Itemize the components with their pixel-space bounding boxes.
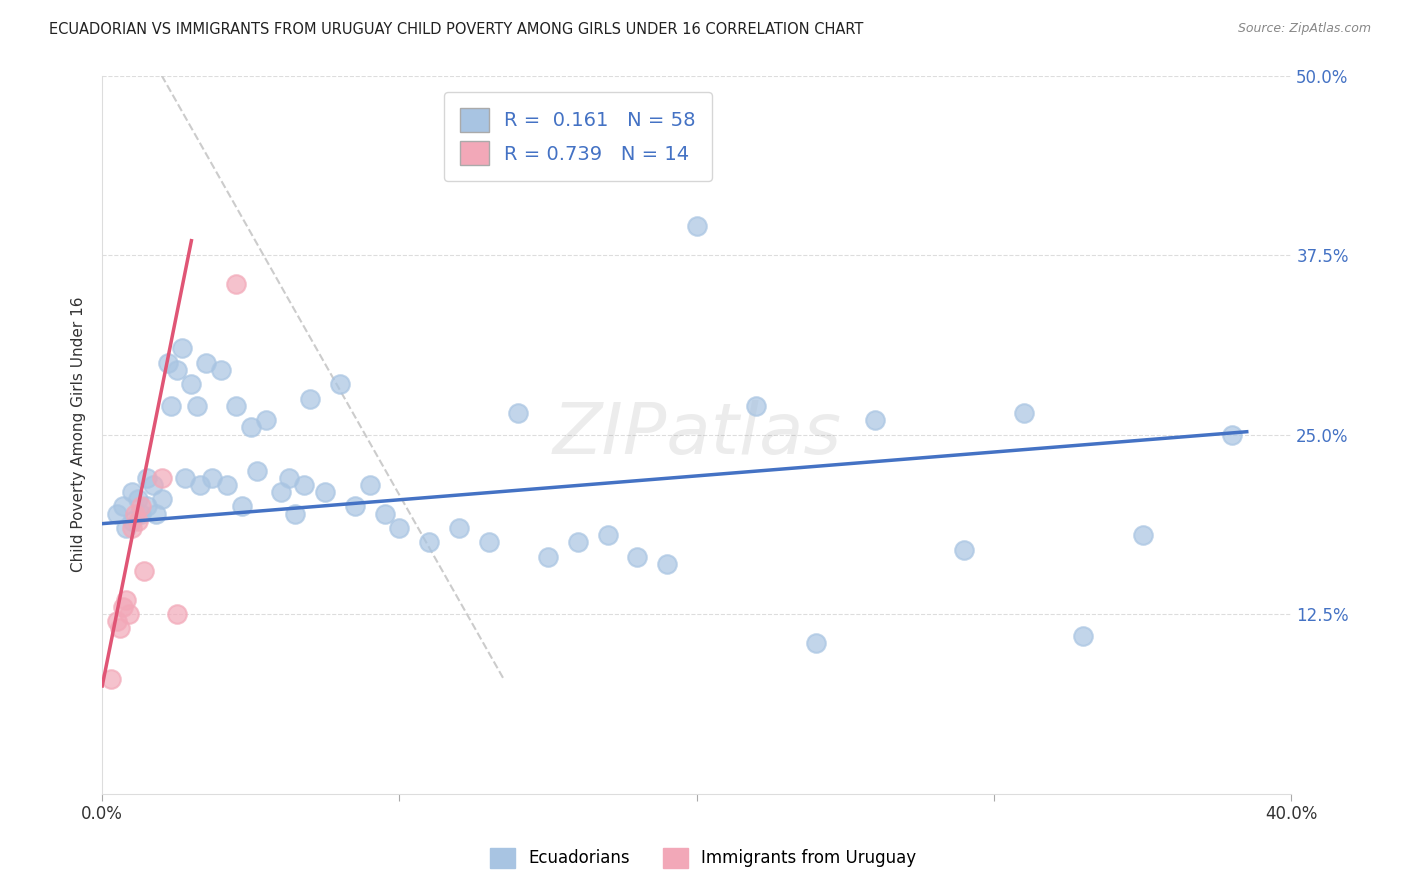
Point (1071, 629, 1094, 643)
Point (121, 521, 143, 535)
Point (953, 542, 976, 557)
Point (626, 549, 648, 564)
Point (111, 599, 134, 614)
Point (135, 500, 157, 514)
Text: Source: ZipAtlas.com: Source: ZipAtlas.com (1237, 22, 1371, 36)
Point (284, 507, 307, 521)
Point (374, 507, 396, 521)
Point (127, 514, 149, 528)
Point (100, 672, 122, 686)
Text: ECUADORIAN VS IMMIGRANTS FROM URUGUAY CHILD POVERTY AMONG GIRLS UNDER 16 CORRELA: ECUADORIAN VS IMMIGRANTS FROM URUGUAY CH… (49, 22, 863, 37)
Point (105, 507, 128, 521)
Point (478, 535, 501, 549)
Point (121, 485, 143, 500)
Point (217, 478, 239, 492)
Point (129, 500, 152, 514)
Point (124, 507, 146, 521)
Legend: R =  0.161   N = 58, R = 0.739   N = 14: R = 0.161 N = 58, R = 0.739 N = 14 (444, 93, 711, 181)
Point (359, 478, 381, 492)
Y-axis label: Child Poverty Among Girls Under 16: Child Poverty Among Girls Under 16 (72, 297, 86, 573)
Point (108, 622, 131, 636)
Point (135, 471, 157, 485)
Point (156, 356, 179, 370)
Point (254, 413, 277, 427)
Point (270, 485, 292, 500)
Point (343, 500, 366, 514)
Point (115, 592, 138, 607)
Point (1220, 427, 1243, 442)
Point (1132, 528, 1154, 542)
Point (314, 485, 336, 500)
Point (150, 492, 173, 507)
Point (121, 514, 143, 528)
Point (166, 363, 188, 377)
Point (111, 500, 134, 514)
Point (863, 413, 886, 427)
Point (132, 564, 155, 578)
Point (745, 399, 768, 413)
Legend: Ecuadorians, Immigrants from Uruguay: Ecuadorians, Immigrants from Uruguay (482, 841, 924, 875)
Point (231, 500, 253, 514)
Point (195, 356, 218, 370)
Point (246, 463, 269, 477)
Point (142, 478, 165, 492)
Point (150, 471, 173, 485)
Point (180, 377, 202, 392)
Text: ZIPatlas: ZIPatlas (553, 401, 841, 469)
Point (447, 521, 470, 535)
Point (172, 342, 194, 356)
Point (239, 420, 262, 434)
Point (225, 399, 247, 413)
Point (329, 377, 352, 392)
Point (537, 549, 560, 564)
Point (209, 363, 232, 377)
Point (418, 535, 440, 549)
Point (174, 471, 197, 485)
Point (278, 471, 301, 485)
Point (127, 492, 149, 507)
Point (145, 507, 167, 521)
Point (388, 521, 411, 535)
Point (201, 471, 224, 485)
Point (686, 219, 709, 234)
Point (596, 528, 619, 542)
Point (166, 607, 188, 621)
Point (567, 535, 589, 549)
Point (1012, 406, 1035, 420)
Point (188, 478, 211, 492)
Point (129, 507, 152, 521)
Point (292, 478, 315, 492)
Point (118, 607, 141, 621)
Point (299, 392, 322, 406)
Point (159, 399, 181, 413)
Point (804, 636, 827, 650)
Point (186, 399, 208, 413)
Point (105, 615, 128, 629)
Point (115, 521, 138, 535)
Point (655, 557, 678, 571)
Point (508, 406, 530, 420)
Point (225, 277, 247, 291)
